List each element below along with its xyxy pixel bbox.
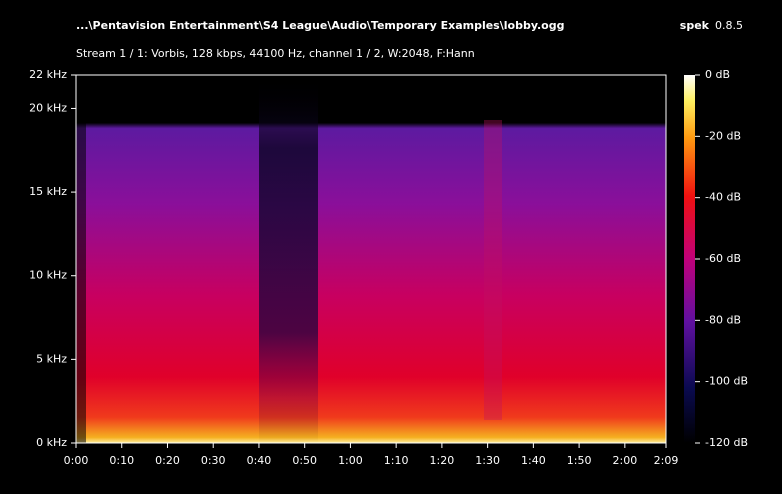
x-tick-label: 0:30	[201, 454, 226, 467]
x-tick-label: 1:00	[338, 454, 363, 467]
colorbar-tick-label: -80 dB	[705, 313, 741, 326]
colorbar	[684, 75, 695, 443]
colorbar-tick-label: -60 dB	[705, 252, 741, 265]
x-tick-label: 0:40	[247, 454, 272, 467]
x-tick-label: 1:30	[475, 454, 500, 467]
x-tick-label: 1:20	[430, 454, 455, 467]
y-tick-label: 0 kHz	[36, 436, 67, 449]
colorbar-tick-label: -40 dB	[705, 191, 741, 204]
stream-info: Stream 1 / 1: Vorbis, 128 kbps, 44100 Hz…	[76, 47, 475, 60]
y-tick-label: 20 kHz	[29, 101, 67, 114]
x-tick-label: 2:00	[612, 454, 637, 467]
spectrogram-shade	[259, 75, 318, 443]
app-name: spek	[680, 19, 710, 32]
x-tick-label: 0:50	[292, 454, 317, 467]
spectrogram-shade	[76, 120, 86, 443]
x-tick-label: 1:40	[521, 454, 546, 467]
colorbar-tick-label: -20 dB	[705, 129, 741, 142]
x-tick-label: 1:50	[567, 454, 592, 467]
x-tick-label: 2:09	[654, 454, 679, 467]
colorbar-tick-label: -100 dB	[705, 375, 748, 388]
y-tick-label: 22 kHz	[29, 68, 67, 81]
spectrogram-image	[76, 75, 666, 443]
spectrogram-shade	[484, 120, 502, 420]
y-tick-label: 15 kHz	[29, 185, 67, 198]
colorbar-tick-label: 0 dB	[705, 68, 730, 81]
x-tick-label: 0:20	[155, 454, 180, 467]
file-title: ...\Pentavision Entertainment\S4 League\…	[76, 19, 564, 32]
colorbar-tick-label: -120 dB	[705, 436, 748, 449]
x-tick-label: 1:10	[384, 454, 409, 467]
y-tick-label: 10 kHz	[29, 269, 67, 282]
app-version: 0.8.5	[715, 19, 743, 32]
plot-frame	[75, 74, 667, 444]
x-tick-label: 0:10	[109, 454, 134, 467]
y-tick-label: 5 kHz	[36, 352, 67, 365]
x-tick-label: 0:00	[64, 454, 89, 467]
